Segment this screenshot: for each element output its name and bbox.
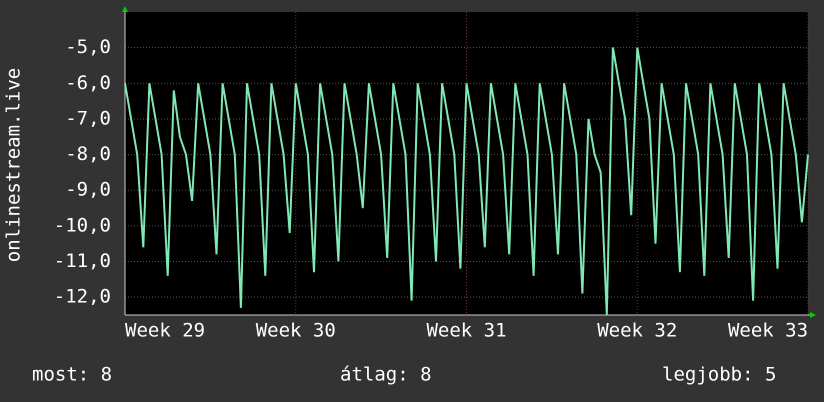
x-tick-label: Week 32 (597, 320, 677, 342)
stat-now: most: 8 (32, 364, 112, 386)
stat-best: legjobb: 5 (662, 364, 776, 386)
x-tick-label: Week 33 (728, 320, 808, 342)
x-tick-label: Week 29 (125, 320, 205, 342)
y-tick-label: -7,0 (65, 107, 111, 129)
data-line (124, 47, 809, 316)
y-tick-label: -9,0 (65, 179, 111, 201)
y-tick-label: -10,0 (54, 214, 111, 236)
x-tick-label: Week 31 (426, 320, 506, 342)
y-tick-label: -6,0 (65, 72, 111, 94)
x-tick-label: Week 30 (256, 320, 336, 342)
axis-arrow (122, 6, 128, 12)
stat-avg: átlag: 8 (340, 364, 432, 386)
y-tick-label: -12,0 (54, 286, 111, 308)
y-axis-label: onlinestream.live (3, 68, 25, 262)
y-tick-label: -5,0 (65, 36, 111, 58)
y-tick-label: -8,0 (65, 143, 111, 165)
y-tick-label: -11,0 (54, 250, 111, 272)
axis-arrow (810, 312, 816, 318)
